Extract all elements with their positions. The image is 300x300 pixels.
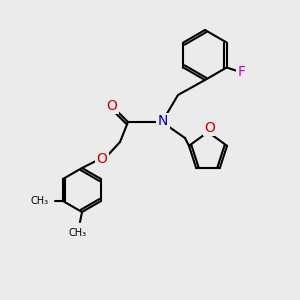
Text: CH₃: CH₃ <box>31 196 49 206</box>
Text: N: N <box>158 114 168 128</box>
Text: O: O <box>97 152 107 166</box>
Text: CH₃: CH₃ <box>69 228 87 238</box>
Text: O: O <box>205 121 215 135</box>
Text: O: O <box>106 99 117 113</box>
Text: F: F <box>238 64 246 79</box>
